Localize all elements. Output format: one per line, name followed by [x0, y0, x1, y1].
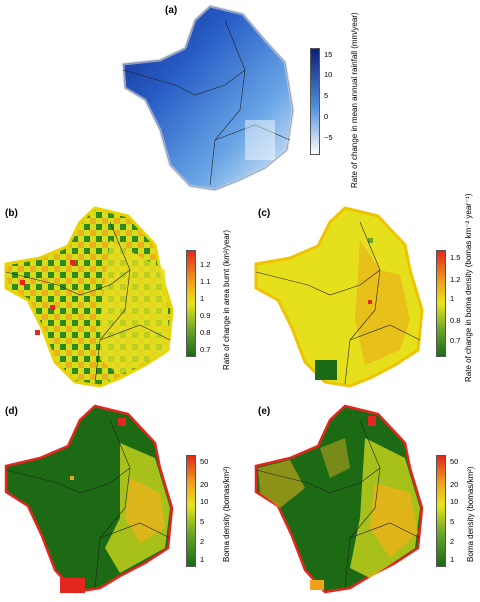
panel-b-label: (b)	[5, 208, 18, 219]
boma-change-tick: 0.8	[450, 316, 461, 325]
boma-density-tick: 20	[200, 480, 209, 489]
rainfall-tick: −5	[324, 133, 333, 142]
boma-density-colorbar-d	[186, 455, 196, 567]
panel-c-label: (c)	[258, 208, 271, 219]
burnt-area-tick: 0.8	[200, 328, 211, 337]
boma-density-tick: 10	[200, 497, 209, 506]
rainfall-tick: 0	[324, 112, 329, 121]
burnt-area-tick: 1.2	[200, 260, 211, 269]
boma-change-colorbar	[436, 250, 446, 357]
panel-a-label: (a)	[165, 5, 178, 16]
boma-density-tick: 2	[200, 537, 205, 546]
boma-density-tick: 50	[450, 457, 459, 466]
rainfall-colorbar	[310, 48, 320, 155]
boma-density-legend-title-d: Boma density (bomas/km²)	[222, 466, 231, 562]
boma-change-legend-title: Rate of change in boma density (bomas km…	[464, 193, 473, 382]
burnt-area-tick: 1.1	[200, 277, 211, 286]
burnt-area-legend-title: Rate of change in area burnt (km²/year)	[222, 229, 231, 370]
boma-change-tick: 0.7	[450, 336, 461, 345]
burnt-area-colorbar	[186, 250, 196, 357]
boma-density-colorbar-e	[436, 455, 446, 567]
boma-density-tick: 5	[200, 517, 205, 526]
boma-density-legend-title-e: Boma density (bomas/km²)	[466, 466, 475, 562]
rainfall-tick: 15	[324, 50, 333, 59]
boma-change-tick: 1.2	[450, 275, 461, 284]
burnt-area-map	[4, 206, 174, 388]
boma-density-tick: 10	[450, 497, 459, 506]
panel-d-label: (d)	[5, 406, 18, 417]
boma-density-tick: 1	[200, 555, 205, 564]
rainfall-map	[121, 4, 295, 192]
boma-density-map-e	[254, 404, 424, 594]
boma-density-tick: 20	[450, 480, 459, 489]
boma-density-tick: 50	[200, 457, 209, 466]
boma-density-tick: 5	[450, 517, 455, 526]
boma-change-map	[254, 206, 424, 388]
burnt-area-tick: 1	[200, 294, 205, 303]
boma-change-tick: 1.5	[450, 253, 461, 262]
panel-e-label: (e)	[258, 406, 271, 417]
rainfall-tick: 5	[324, 91, 329, 100]
boma-density-tick: 2	[450, 537, 455, 546]
burnt-area-tick: 0.7	[200, 345, 211, 354]
rainfall-tick: 10	[324, 70, 333, 79]
boma-change-tick: 1	[450, 294, 455, 303]
boma-density-map-d	[4, 404, 174, 594]
boma-density-tick: 1	[450, 555, 455, 564]
rainfall-legend-title: Rate of change in mean annual rainfall (…	[350, 12, 359, 188]
burnt-area-tick: 0.9	[200, 311, 211, 320]
